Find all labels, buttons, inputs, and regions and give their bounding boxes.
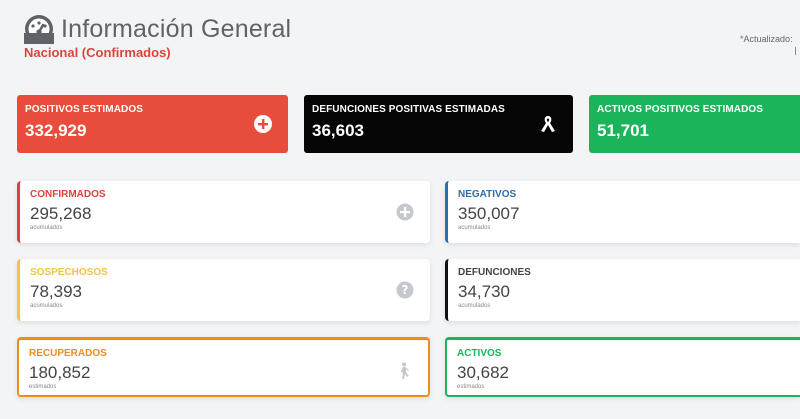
plus-circle-icon <box>254 115 272 133</box>
card-positivos-estimados: POSITIVOS ESTIMADOS 332,929 <box>17 95 288 153</box>
stat-label: RECUPERADOS <box>29 348 107 359</box>
stat-label: CONFIRMADOS <box>30 189 106 200</box>
stat-value: 180,852 <box>29 363 91 382</box>
title-row: Información General <box>24 14 291 44</box>
stat-value: 295,268 <box>30 204 92 223</box>
dashboard-gauge-icon <box>24 15 54 44</box>
stat-card-negativos: NEGATIVOS 350,007 acumulados <box>445 181 800 243</box>
card-value: 36,603 <box>312 121 364 140</box>
card-label: POSITIVOS ESTIMADOS <box>25 104 144 115</box>
stat-label: DEFUNCIONES <box>458 267 531 278</box>
stat-card-recuperados: RECUPERADOS 180,852 estimados <box>17 337 430 397</box>
card-defunciones-positivas-estimadas: DEFUNCIONES POSITIVAS ESTIMADAS 36,603 <box>304 95 573 153</box>
stat-value: 350,007 <box>458 204 520 223</box>
card-label: DEFUNCIONES POSITIVAS ESTIMADAS <box>312 104 505 115</box>
walking-person-icon <box>401 362 409 379</box>
page-header: Información General Nacional (Confirmado… <box>24 14 291 60</box>
question-circle-icon: ? <box>396 281 414 299</box>
stat-card-confirmados: CONFIRMADOS 295,268 acumulados <box>17 181 430 243</box>
plus-circle-icon <box>396 203 414 221</box>
stat-label: SOSPECHOSOS <box>30 267 108 278</box>
stat-card-defunciones: DEFUNCIONES 34,730 acumulados <box>445 259 800 321</box>
stat-sub: estimados <box>29 384 57 390</box>
stat-sub: acumulados <box>458 225 491 231</box>
svg-text:?: ? <box>402 283 409 297</box>
stat-sub: acumulados <box>458 303 491 309</box>
stat-label: NEGATIVOS <box>458 189 517 200</box>
stat-label: ACTIVOS <box>457 348 502 359</box>
stat-value: 34,730 <box>458 282 510 301</box>
ribbon-icon <box>541 116 555 132</box>
page-subtitle: Nacional (Confirmados) <box>24 45 171 60</box>
page-title: Información General <box>61 14 292 43</box>
card-value: 51,701 <box>597 121 649 140</box>
card-label: ACTIVOS POSITIVOS ESTIMADOS <box>597 104 764 115</box>
card-value: 332,929 <box>25 121 87 140</box>
stat-card-activos: ACTIVOS 30,682 estimados <box>445 337 800 397</box>
updated-timestamp-overflow <box>795 47 800 55</box>
stat-sub: estimados <box>457 384 485 390</box>
stat-sub: acumulados <box>30 303 63 309</box>
card-activos-positivos-estimados: ACTIVOS POSITIVOS ESTIMADOS 51,701 <box>589 95 800 153</box>
updated-timestamp: *Actualizado: <box>740 34 793 44</box>
stat-sub: acumulados <box>30 225 63 231</box>
stat-card-sospechosos: SOSPECHOSOS 78,393 acumulados ? <box>17 259 430 321</box>
stat-value: 30,682 <box>457 363 509 382</box>
stat-value: 78,393 <box>30 282 82 301</box>
